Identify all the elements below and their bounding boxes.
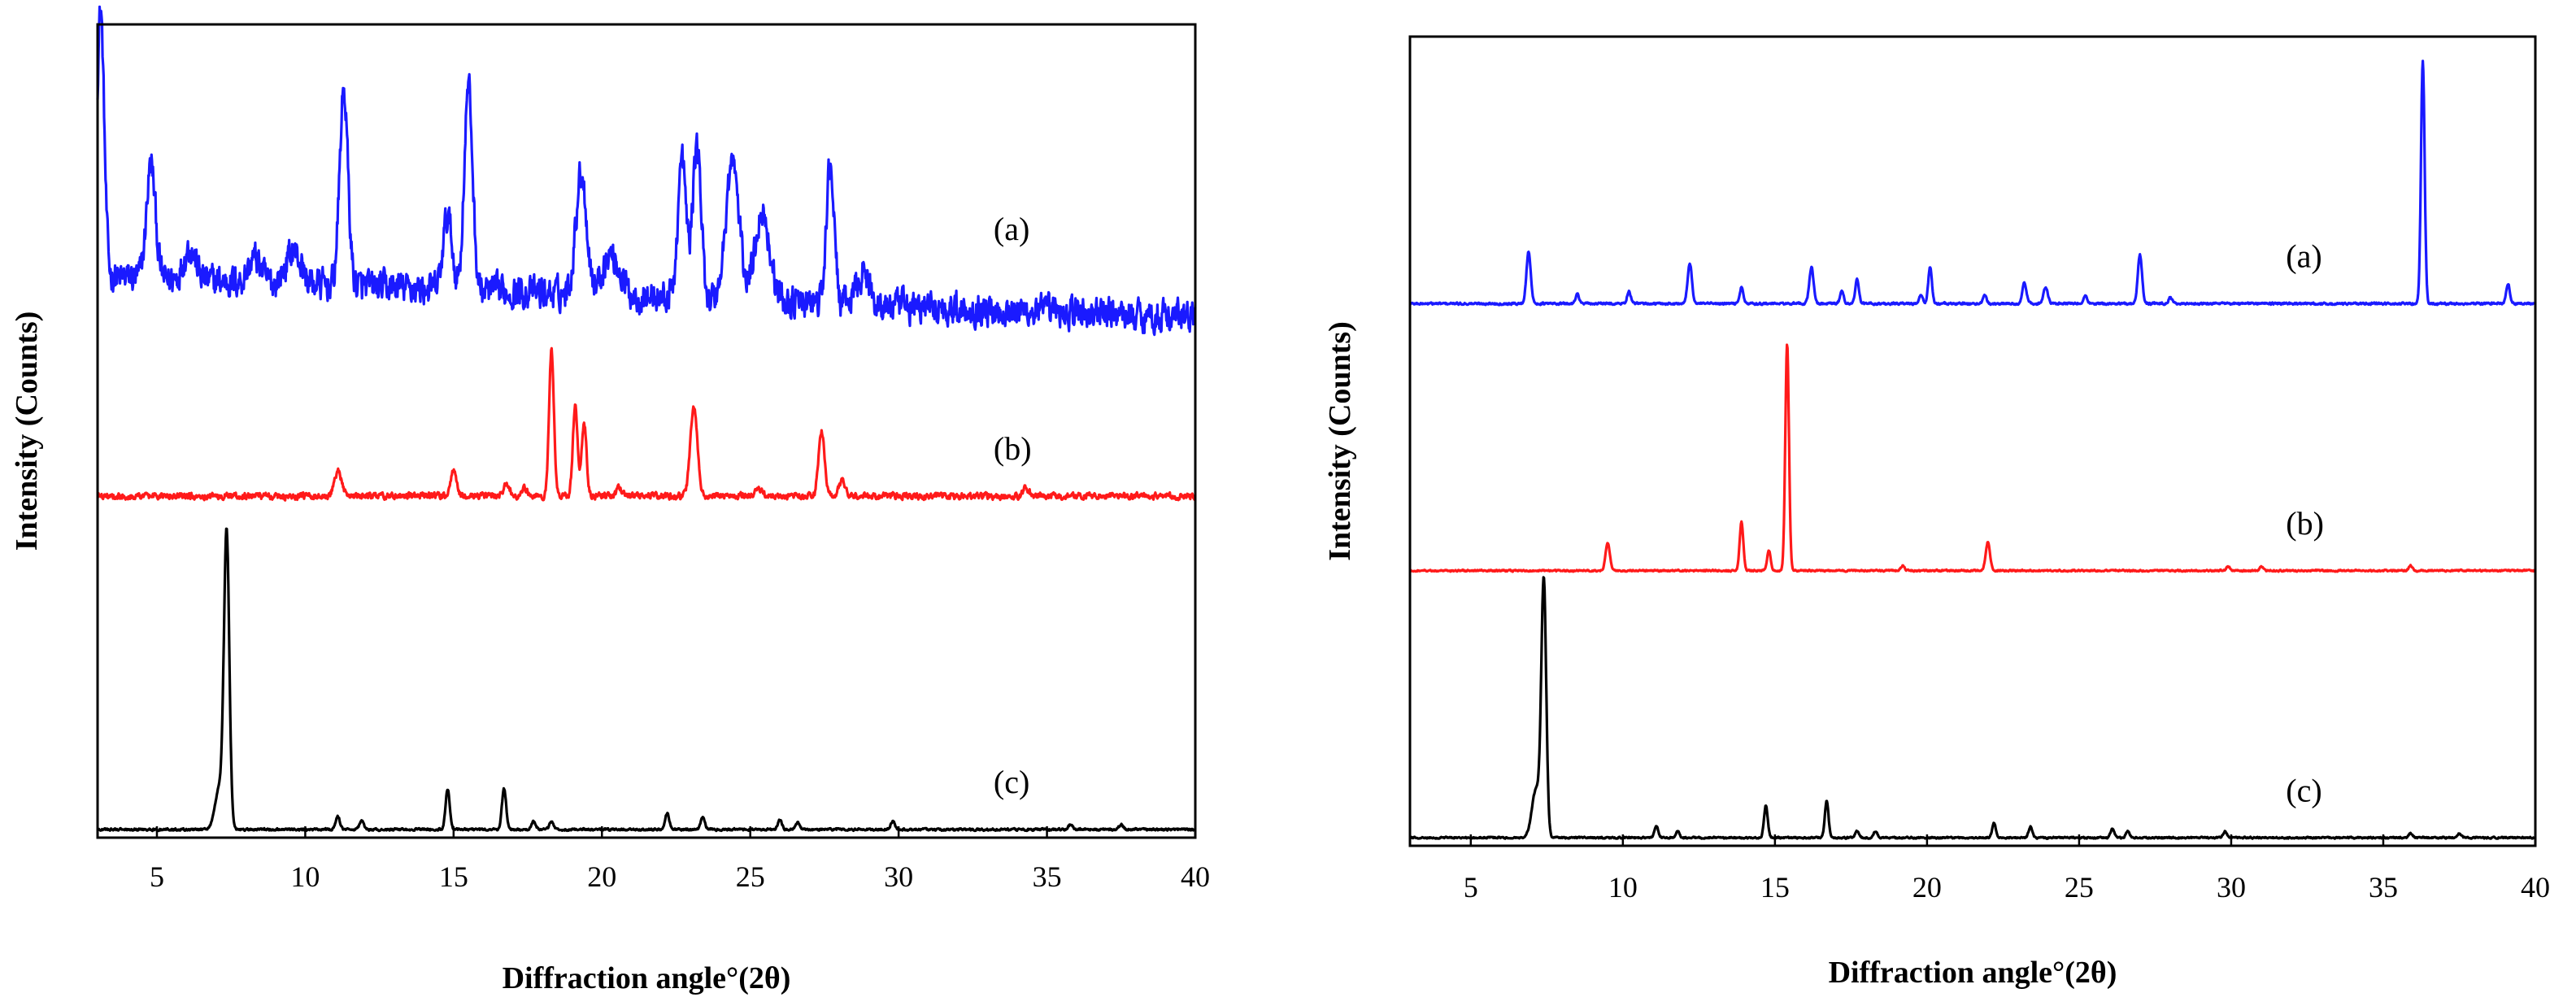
xrd-chart-left: 5 10 15 20 25 30 35 40 (a) (b) (c) Diffraction an… xyxy=(10,5,1210,995)
series-line-b xyxy=(96,346,1197,502)
plot-area: 5 10 15 20 25 30 35 40 (a) (b) (c) xyxy=(1408,35,2550,904)
x-tick-label: 20 xyxy=(1912,871,1942,904)
series-traces xyxy=(1408,59,2537,840)
x-tick-label: 40 xyxy=(2521,871,2550,904)
series-labels: (a) (b) (c) xyxy=(2286,238,2324,809)
x-tick-label: 15 xyxy=(439,860,468,893)
plot-frame xyxy=(1408,35,2537,847)
series-label-c: (c) xyxy=(994,764,1029,800)
series-label-a: (a) xyxy=(994,211,1029,247)
x-axis-title: Diffraction angle°(2θ) xyxy=(503,961,791,995)
x-tick-label: 30 xyxy=(2217,871,2246,904)
x-ticks: 5 10 15 20 25 30 35 40 xyxy=(150,826,1210,893)
x-tick-label: 5 xyxy=(150,860,164,893)
x-tick-label: 15 xyxy=(1760,871,1790,904)
plot-area: 5 10 15 20 25 30 35 40 (a) (b) (c) xyxy=(96,5,1210,893)
series-traces xyxy=(96,5,1197,833)
xrd-chart-right: 5 10 15 20 25 30 35 40 (a) (b) (c) Diffraction an… xyxy=(1323,35,2550,990)
y-axis-title: Intensity (Counts) xyxy=(1323,321,1357,561)
x-tick-label: 10 xyxy=(1608,871,1638,904)
x-tick-label: 40 xyxy=(1181,860,1210,893)
x-ticks: 5 10 15 20 25 30 35 40 xyxy=(1464,834,2550,904)
series-label-b: (b) xyxy=(2286,505,2324,542)
series-labels: (a) (b) (c) xyxy=(994,211,1032,800)
x-tick-label: 20 xyxy=(587,860,616,893)
series-line-a xyxy=(1408,59,2536,307)
series-label-b: (b) xyxy=(994,430,1032,467)
x-tick-label: 5 xyxy=(1464,871,1478,904)
x-tick-label: 25 xyxy=(736,860,765,893)
x-tick-label: 10 xyxy=(290,860,320,893)
x-tick-label: 35 xyxy=(2369,871,2398,904)
series-line-c xyxy=(1409,576,2537,840)
series-line-c xyxy=(96,527,1197,833)
series-line-a xyxy=(96,5,1197,337)
x-tick-label: 35 xyxy=(1033,860,1062,893)
series-line-b xyxy=(1408,343,2536,573)
plot-frame xyxy=(96,23,1197,839)
x-tick-label: 30 xyxy=(884,860,913,893)
series-label-c: (c) xyxy=(2286,772,2321,808)
series-label-a: (a) xyxy=(2286,238,2321,275)
y-axis-title: Intensity (Counts) xyxy=(10,311,44,551)
x-tick-label: 25 xyxy=(2065,871,2094,904)
x-axis-title: Diffraction angle°(2θ) xyxy=(1829,956,2117,990)
